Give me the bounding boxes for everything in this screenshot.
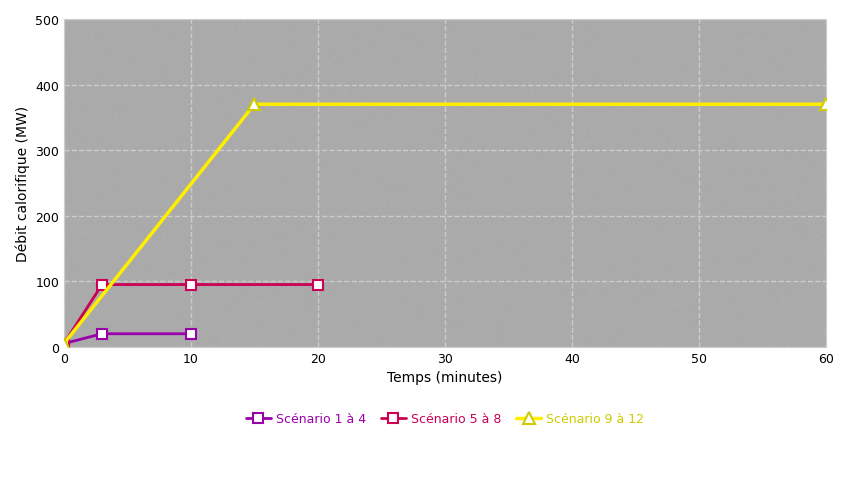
Scénario 1 à 4 xyxy=(97,331,107,337)
Scénario 5 à 8 xyxy=(313,282,323,288)
Line: Scénario 9 à 12: Scénario 9 à 12 xyxy=(59,100,832,349)
Scénario 9 à 12 xyxy=(59,341,69,347)
Scénario 5 à 8 xyxy=(186,282,196,288)
Scénario 1 à 4 xyxy=(186,331,196,337)
Scénario 1 à 4 xyxy=(59,341,69,347)
X-axis label: Temps (minutes): Temps (minutes) xyxy=(387,370,503,385)
Line: Scénario 1 à 4: Scénario 1 à 4 xyxy=(59,329,196,349)
Scénario 9 à 12 xyxy=(250,102,260,108)
Scénario 5 à 8 xyxy=(59,341,69,347)
Legend: Scénario 1 à 4, Scénario 5 à 8, Scénario 9 à 12: Scénario 1 à 4, Scénario 5 à 8, Scénario… xyxy=(245,412,644,425)
Scénario 9 à 12 xyxy=(821,102,831,108)
Scénario 5 à 8 xyxy=(97,282,107,288)
Line: Scénario 5 à 8: Scénario 5 à 8 xyxy=(59,280,323,349)
Y-axis label: Débit calorifique (MW): Débit calorifique (MW) xyxy=(15,105,30,262)
